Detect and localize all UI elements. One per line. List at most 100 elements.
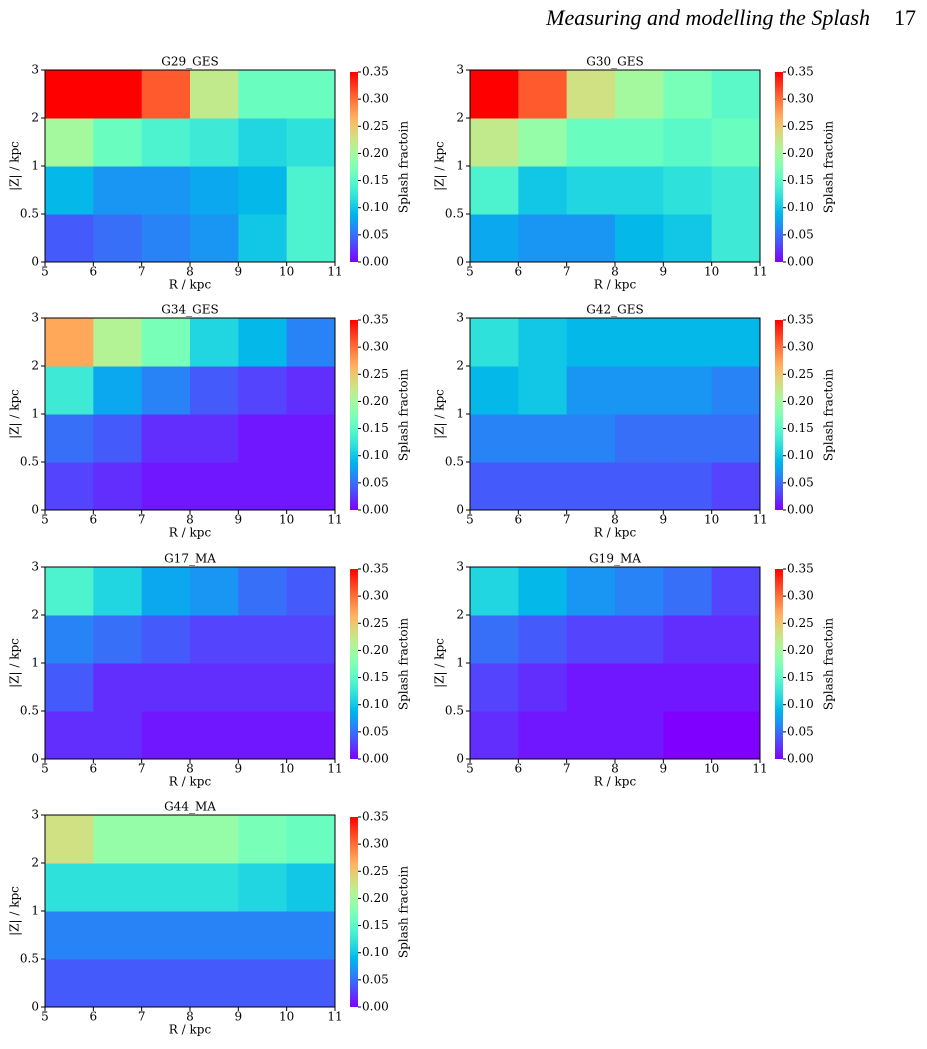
heat-cell (190, 70, 239, 119)
x-tick-label: 7 (138, 1010, 146, 1024)
y-tick-label: 0 (456, 503, 464, 517)
y-tick-label: 0.5 (445, 704, 464, 718)
y-axis-label: |Z| / kpc (8, 886, 22, 936)
chart-title: G34_GES (161, 303, 218, 317)
x-tick-label: 7 (138, 762, 146, 776)
y-tick-label: 0 (456, 752, 464, 766)
colorbar-tick-label: 0.20 (362, 394, 389, 408)
y-tick-label: 0.5 (20, 704, 39, 718)
heat-cell (93, 70, 143, 119)
heat-cell (141, 815, 191, 864)
x-tick-label: 8 (611, 513, 619, 527)
x-tick-label: 5 (41, 265, 49, 279)
heat-cell (711, 711, 761, 760)
heat-cell (286, 863, 336, 912)
heat-cell (615, 318, 664, 367)
x-axis-label: R / kpc (169, 1023, 212, 1037)
x-tick-label: 10 (279, 762, 294, 776)
y-axis-label: |Z| / kpc (8, 389, 22, 439)
y-tick-label: 2 (31, 359, 39, 373)
heat-cell (615, 214, 664, 263)
y-tick-label: 0 (31, 1000, 39, 1014)
heat-cell (286, 815, 336, 864)
x-tick-label: 11 (327, 1010, 342, 1024)
y-tick-label: 3 (31, 311, 39, 325)
y-tick-label: 0.5 (20, 455, 39, 469)
heat-cell (711, 663, 761, 712)
heat-cell (470, 214, 519, 263)
y-tick-label: 2 (456, 608, 464, 622)
colorbar-tick-label: 0.00 (362, 503, 389, 517)
y-tick-label: 0 (31, 503, 39, 517)
heat-cell (45, 462, 94, 511)
y-tick-label: 1 (456, 656, 464, 670)
heat-cell (470, 166, 519, 215)
heat-cell (45, 366, 94, 415)
heat-cell (286, 118, 336, 167)
heat-cell (190, 462, 239, 511)
heat-cell (470, 615, 519, 664)
x-tick-label: 5 (41, 513, 49, 527)
heat-cell (615, 462, 664, 511)
heat-cell (518, 366, 568, 415)
colorbar-label: Splash fractoin (397, 121, 411, 214)
heat-cell (286, 663, 336, 712)
y-tick-label: 1 (31, 904, 39, 918)
heat-cell (566, 366, 616, 415)
heat-cell (141, 70, 191, 119)
heat-cell (45, 911, 94, 960)
heat-cell (518, 214, 568, 263)
colorbar-tick-label: 0.25 (362, 119, 389, 133)
heat-cell (566, 118, 616, 167)
heat-cell (45, 414, 94, 463)
heat-cell (141, 959, 191, 1008)
x-tick-label: 10 (704, 762, 719, 776)
heat-cell (615, 118, 664, 167)
colorbar-tick-label: 0.30 (787, 92, 814, 106)
heat-cell (286, 414, 336, 463)
x-tick-label: 9 (660, 513, 668, 527)
colorbar-tick-label: 0.15 (787, 421, 814, 435)
colorbar-tick-label: 0.30 (787, 340, 814, 354)
chart-title: G30_GES (586, 55, 643, 69)
colorbar-label: Splash fractoin (822, 369, 836, 462)
chart-title: G29_GES (161, 55, 218, 69)
heat-cell (93, 663, 143, 712)
heat-cell (141, 318, 191, 367)
heat-cell (566, 462, 616, 511)
heat-cell (470, 70, 519, 119)
colorbar-tick-label: 0.15 (362, 670, 389, 684)
heat-cell (93, 711, 143, 760)
colorbar-tick-label: 0.15 (787, 670, 814, 684)
heat-cell (45, 711, 94, 760)
heat-cell (141, 414, 191, 463)
colorbar-tick-label: 0.00 (362, 255, 389, 269)
x-tick-label: 9 (660, 265, 668, 279)
colorbar-tick-label: 0.25 (787, 616, 814, 630)
heat-cell (663, 214, 713, 263)
heat-cell (615, 70, 664, 119)
heat-cell (566, 166, 616, 215)
y-tick-label: 3 (456, 560, 464, 574)
x-tick-label: 10 (704, 265, 719, 279)
heat-cell (286, 214, 336, 263)
x-tick-label: 9 (235, 513, 243, 527)
heat-cell (238, 663, 288, 712)
y-tick-label: 1 (31, 159, 39, 173)
colorbar-tick-label: 0.15 (362, 421, 389, 435)
x-tick-label: 5 (466, 762, 474, 776)
chart-title: G19_MA (589, 552, 641, 566)
y-tick-label: 3 (31, 560, 39, 574)
heat-cell (566, 70, 616, 119)
x-axis-label: R / kpc (594, 775, 637, 789)
heat-cell (238, 615, 288, 664)
heat-cell (93, 567, 143, 616)
heat-cell (238, 711, 288, 760)
heat-cell (286, 567, 336, 616)
page-number: 17 (894, 5, 916, 30)
y-tick-label: 2 (456, 359, 464, 373)
heat-cell (93, 911, 143, 960)
heat-cell (238, 414, 288, 463)
heat-cell (190, 863, 239, 912)
